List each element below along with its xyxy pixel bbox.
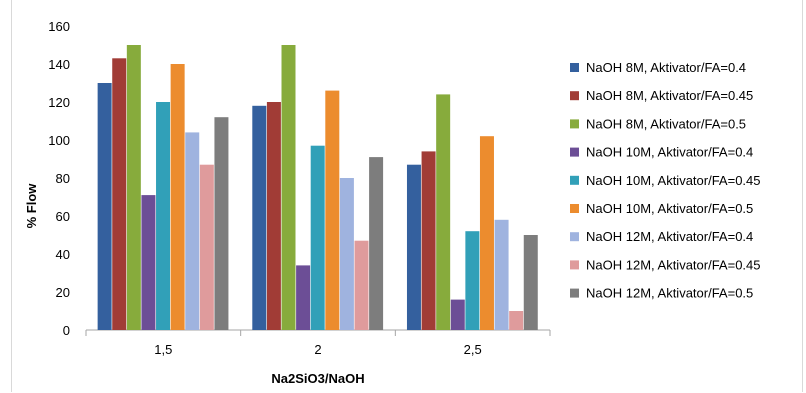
- legend-swatch: [570, 91, 579, 101]
- legend-label: NaOH 8M, Aktivator/FA=0.45: [586, 88, 753, 103]
- bar: [406, 164, 421, 330]
- bar: [369, 157, 384, 330]
- bar: [523, 235, 538, 330]
- legend-swatch: [570, 119, 579, 129]
- y-tick-label: 40: [56, 247, 70, 262]
- y-tick-label: 100: [48, 133, 70, 148]
- legend-label: NaOH 12M, Aktivator/FA=0.4: [586, 229, 753, 244]
- legend-swatch: [570, 63, 579, 72]
- legend-label: NaOH 10M, Aktivator/FA=0.5: [586, 201, 753, 216]
- y-tick-label: 120: [48, 95, 70, 110]
- legend-swatch: [570, 232, 579, 242]
- bar: [97, 83, 112, 330]
- y-axis-label: % Flow: [24, 183, 39, 229]
- bars: [97, 45, 538, 331]
- legend-label: NaOH 8M, Aktivator/FA=0.5: [586, 116, 746, 131]
- bar: [310, 145, 325, 330]
- y-tick-label: 0: [63, 323, 70, 338]
- bar: [170, 64, 185, 330]
- y-tick-label: 160: [48, 19, 70, 34]
- bar: [112, 58, 127, 331]
- bar: [509, 311, 524, 330]
- legend-swatch: [570, 260, 579, 270]
- x-axis-ticks: 1,5 2 2,5: [85, 330, 551, 357]
- chart-frame: [11, 0, 803, 392]
- x-axis-label: Na2SiO3/NaOH: [271, 371, 364, 386]
- bar: [126, 45, 141, 330]
- bar: [479, 136, 494, 330]
- legend-label: NaOH 8M, Aktivator/FA=0.4: [586, 60, 746, 75]
- bar: [281, 45, 296, 330]
- legend-label: NaOH 10M, Aktivator/FA=0.4: [586, 145, 753, 160]
- legend-swatch: [570, 204, 579, 213]
- bar: [252, 105, 267, 330]
- bar: [141, 195, 156, 330]
- bar: [436, 94, 451, 331]
- legend-swatch: [570, 175, 579, 185]
- x-tick-label: 2,5: [464, 342, 482, 357]
- y-tick-label: 20: [56, 285, 70, 300]
- legend-swatch: [570, 288, 579, 298]
- legend-label: NaOH 10M, Aktivator/FA=0.45: [586, 173, 761, 188]
- y-tick-label: 140: [48, 57, 70, 72]
- bar: [421, 151, 436, 330]
- x-tick-label: 2: [314, 342, 321, 357]
- y-tick-label: 60: [56, 209, 70, 224]
- bar: [354, 240, 369, 330]
- bar: [214, 117, 229, 330]
- bar: [185, 132, 200, 330]
- bar: [199, 164, 214, 330]
- bar: [450, 299, 465, 330]
- y-tick-label: 80: [56, 171, 70, 186]
- legend-swatch: [570, 147, 579, 157]
- bar: [156, 102, 171, 330]
- legend-label: NaOH 12M, Aktivator/FA=0.45: [586, 257, 761, 272]
- legend: NaOH 8M, Aktivator/FA=0.4 NaOH 8M, Aktiva…: [570, 60, 761, 301]
- x-tick-label: 1,5: [154, 342, 172, 357]
- legend-label: NaOH 12M, Aktivator/FA=0.5: [586, 286, 753, 301]
- bar: [465, 231, 480, 330]
- bar: [296, 265, 311, 330]
- bar: [325, 90, 340, 330]
- bar: [494, 219, 509, 330]
- y-axis-ticks: 0 20 40 60 80 100 120 140 160: [48, 19, 70, 338]
- bar: [266, 102, 281, 330]
- bar: [339, 178, 354, 330]
